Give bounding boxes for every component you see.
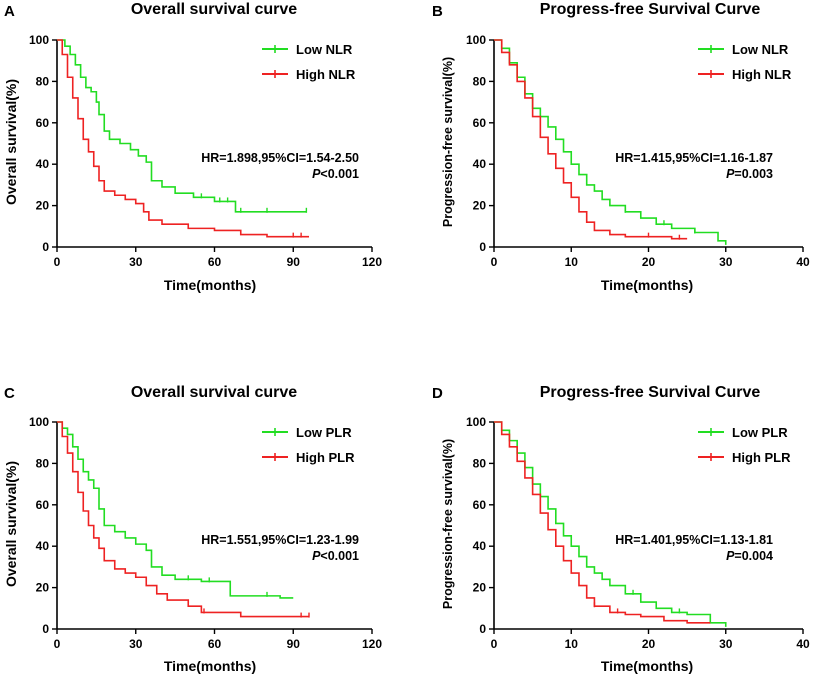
x-axis-label-d: Time(months): [601, 658, 693, 674]
chart-title-b: Progress-free Survival Curve: [540, 1, 761, 18]
y-tick-label-b-1: 20: [473, 199, 487, 213]
panel-d: D Progress-free Survival Curve Time(mont…: [432, 384, 791, 674]
hr-annotation-a: HR=1.898,95%CI=1.54-2.50: [201, 151, 359, 165]
legend-label-b-1: High NLR: [732, 67, 792, 82]
x-tick-label-d-1: 10: [565, 637, 579, 651]
series-line-a-1: [57, 39, 309, 238]
p-annotation-b: P=0.003: [726, 167, 773, 181]
y-tick-label-a-1: 20: [36, 199, 50, 213]
y-tick-label-a-4: 80: [36, 74, 50, 88]
y-axis-label-b: Progression-free survival(%): [441, 57, 455, 227]
series-line-b-1: [494, 39, 688, 240]
series-line-d-1: [494, 421, 711, 624]
x-tick-label-a-2: 60: [208, 255, 222, 269]
legend-label-d-1: High PLR: [732, 450, 791, 465]
x-axis-label-a: Time(months): [164, 277, 256, 293]
y-axis-label-a: Overall survival(%): [3, 79, 19, 205]
plot-area-c: 0 20 40 60 80 100 0 30 60 90 120: [29, 415, 382, 651]
panel-letter-d: D: [432, 385, 443, 402]
y-tick-label-d-3: 60: [473, 498, 487, 512]
x-tick-label-a-0: 0: [54, 255, 61, 269]
y-tick-label-a-3: 60: [36, 116, 50, 130]
p-annotation-c: P<0.001: [312, 549, 359, 563]
legend-label-d-0: Low PLR: [732, 425, 788, 440]
p-annotation-a: P<0.001: [312, 167, 359, 181]
x-tick-label-b-2: 20: [642, 255, 656, 269]
y-tick-label-c-3: 60: [36, 498, 50, 512]
hr-annotation-b: HR=1.415,95%CI=1.16-1.87: [615, 151, 773, 165]
y-tick-label-c-4: 80: [36, 456, 50, 470]
y-tick-label-d-2: 40: [473, 539, 487, 553]
chart-title-a: Overall survival curve: [131, 1, 297, 18]
x-tick-label-d-3: 30: [719, 637, 733, 651]
y-tick-label-b-3: 60: [473, 116, 487, 130]
x-axis-label-c: Time(months): [164, 658, 256, 674]
y-tick-label-d-1: 20: [473, 581, 487, 595]
panel-letter-b: B: [432, 3, 443, 20]
x-tick-label-d-2: 20: [642, 637, 656, 651]
x-tick-label-a-1: 30: [129, 255, 143, 269]
y-tick-label-b-5: 100: [466, 33, 486, 47]
y-tick-label-d-5: 100: [466, 415, 486, 429]
x-tick-label-c-2: 60: [208, 637, 222, 651]
y-tick-label-a-2: 40: [36, 157, 50, 171]
plot-area-b: 0 20 40 60 80 100 0 10 20 30 40: [466, 33, 810, 269]
series-line-b-0: [494, 39, 727, 245]
plot-area-d: 0 20 40 60 80 100 0 10 20 30 40: [466, 415, 810, 651]
x-tick-label-b-3: 30: [719, 255, 733, 269]
y-tick-label-b-2: 40: [473, 157, 487, 171]
series-line-a-0: [57, 39, 307, 213]
x-tick-label-a-3: 90: [287, 255, 301, 269]
y-tick-label-a-5: 100: [29, 33, 49, 47]
series-line-c-0: [57, 421, 294, 599]
x-tick-label-c-0: 0: [54, 637, 61, 651]
legend-label-a-0: Low NLR: [296, 42, 353, 57]
x-tick-label-a-4: 120: [362, 255, 382, 269]
panel-letter-a: A: [4, 3, 15, 20]
x-tick-label-c-4: 120: [362, 637, 382, 651]
series-line-c-1: [57, 421, 309, 618]
x-axis-label-b: Time(months): [601, 277, 693, 293]
y-tick-label-a-0: 0: [42, 240, 49, 254]
y-tick-label-c-2: 40: [36, 539, 50, 553]
y-tick-label-b-0: 0: [479, 240, 486, 254]
chart-title-c: Overall survival curve: [131, 384, 297, 401]
x-tick-label-c-1: 30: [129, 637, 143, 651]
x-tick-label-b-1: 10: [565, 255, 579, 269]
series-line-d-0: [494, 421, 727, 627]
legend-label-b-0: Low NLR: [732, 42, 789, 57]
panel-b: B Progress-free Survival Curve Time(mont…: [432, 1, 792, 293]
x-tick-label-d-0: 0: [491, 637, 498, 651]
y-tick-label-d-0: 0: [479, 622, 486, 636]
plot-area-a: 0 20 40 60 80 100 0 30 60 90 120: [29, 33, 382, 269]
panel-c: C Overall survival curve Time(months) Ov…: [3, 384, 359, 674]
y-tick-label-c-0: 0: [42, 622, 49, 636]
y-tick-label-c-1: 20: [36, 581, 50, 595]
hr-annotation-c: HR=1.551,95%CI=1.23-1.99: [201, 533, 359, 547]
legend-label-c-1: High PLR: [296, 450, 355, 465]
x-tick-label-d-4: 40: [796, 637, 810, 651]
panel-letter-c: C: [4, 385, 15, 402]
y-tick-label-b-4: 80: [473, 74, 487, 88]
x-tick-label-b-0: 0: [491, 255, 498, 269]
chart-title-d: Progress-free Survival Curve: [540, 384, 761, 401]
y-tick-label-d-4: 80: [473, 456, 487, 470]
x-tick-label-b-4: 40: [796, 255, 810, 269]
legend-label-c-0: Low PLR: [296, 425, 352, 440]
y-tick-label-c-5: 100: [29, 415, 49, 429]
panel-a: A Overall survival curve Time(months) Ov…: [3, 1, 359, 293]
y-axis-label-c: Overall survival(%): [3, 461, 19, 587]
y-axis-label-d: Progression-free survival(%): [441, 439, 455, 609]
p-annotation-d: P=0.004: [726, 549, 773, 563]
legend-label-a-1: High NLR: [296, 67, 356, 82]
hr-annotation-d: HR=1.401,95%CI=1.13-1.81: [615, 533, 773, 547]
x-tick-label-c-3: 90: [287, 637, 301, 651]
